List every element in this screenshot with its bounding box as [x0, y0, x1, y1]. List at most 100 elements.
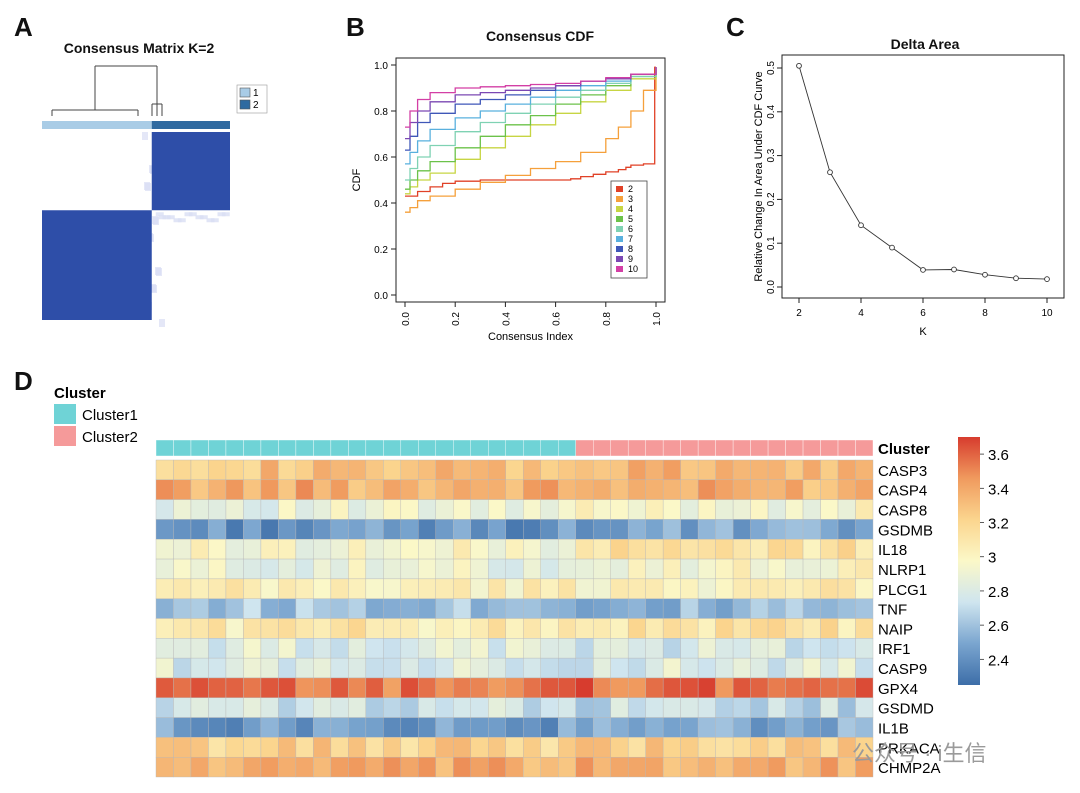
heatmap-cell: [348, 618, 367, 639]
heatmap-cell: [837, 717, 856, 738]
heatmap-cell: [155, 618, 174, 639]
heatmap-cell: [837, 638, 856, 659]
annotation-cell: [330, 439, 349, 457]
heatmap-cell: [208, 499, 227, 520]
heatmap-cell: [260, 737, 279, 758]
heatmap-cell: [645, 618, 664, 639]
heatmap-cell: [662, 697, 681, 718]
matrix-noise: [150, 284, 156, 292]
heatmap-cell: [820, 578, 839, 599]
heatmap-cell: [802, 558, 821, 580]
row-label-casp9: CASP9: [878, 661, 927, 678]
heatmap-cell: [697, 519, 716, 540]
heatmap-cell: [313, 657, 332, 679]
heatmap-cell: [802, 657, 821, 679]
heatmap-cell: [767, 598, 786, 619]
heatmap-cell: [680, 638, 699, 659]
heatmap-cell: [592, 459, 611, 481]
heatmap-cell: [592, 638, 611, 659]
heatmap-cell: [523, 657, 541, 679]
heatmap-cell: [627, 459, 646, 481]
heatmap-cell: [767, 638, 786, 659]
heatmap-cell: [662, 638, 681, 659]
heatmap-cell: [558, 519, 576, 540]
heatmap-cell: [295, 638, 314, 659]
consensus-cdf-chart: 0.0 0.2 0.4 0.6 0.8 1.0 0.0 0.2 0.4 0.6 0.8 1.0 Cons…: [351, 57, 666, 343]
heatmap-cell: [540, 717, 559, 738]
heatmap-cell: [330, 519, 349, 540]
heatmap-cell: [592, 618, 611, 639]
heatmap-cell: [855, 459, 874, 481]
heatmap-cell: [855, 499, 874, 520]
heatmap-cell: [365, 697, 384, 718]
row-label-il18: IL18: [878, 542, 907, 559]
heatmap-cell: [190, 598, 209, 619]
heatmap-cell: [610, 578, 629, 599]
heatmap-cell: [750, 638, 769, 659]
heatmap-cell: [155, 578, 174, 599]
heatmap-cell: [208, 697, 227, 718]
annotation-cell: [575, 439, 594, 457]
heatmap-cell: [330, 539, 349, 560]
heatmap-cell: [855, 479, 874, 500]
legend-swatch-k4: [616, 206, 623, 212]
heatmap-cell: [697, 657, 716, 679]
heatmap-cell: [470, 598, 489, 619]
heatmap-cell: [645, 598, 664, 619]
heatmap-cell: [313, 737, 332, 758]
heatmap-cell: [365, 756, 384, 778]
heatmap-cell: [260, 479, 279, 500]
heatmap-cell: [470, 539, 489, 560]
row-label-casp4: CASP4: [878, 483, 927, 500]
heatmap-cell: [435, 558, 454, 580]
heatmap-cell: [785, 737, 804, 758]
heatmap-cell: [610, 756, 629, 778]
heatmap-cell: [400, 598, 419, 619]
annotation-cell: [365, 439, 384, 457]
heatmap-cell: [365, 578, 384, 599]
heatmap-cell: [697, 558, 716, 580]
delta-area-title: Delta Area: [890, 36, 960, 52]
x-tick-label: 0.8: [602, 312, 613, 326]
y-axis-label: CDF: [351, 168, 363, 191]
heatmap-cell: [680, 657, 699, 679]
heatmap-cell: [610, 717, 629, 738]
legend-label-k6: 6: [628, 224, 633, 234]
annotation-cell: [715, 439, 734, 457]
heatmap-cell: [295, 519, 314, 540]
heatmap-cell: [732, 717, 751, 738]
annotation-cell: [785, 439, 804, 457]
heatmap-cell: [680, 717, 699, 738]
heatmap-cell: [330, 558, 349, 580]
annotation-cell: [435, 439, 454, 457]
annotation-cell: [418, 439, 437, 457]
heatmap-cell: [627, 578, 646, 599]
heatmap-cell: [505, 657, 524, 679]
annotation-label-Cluster2: Cluster2: [82, 429, 138, 446]
heatmap-cell: [627, 618, 646, 639]
heatmap-cell: [383, 618, 402, 639]
heatmap-cell: [592, 737, 611, 758]
heatmap-cell: [662, 499, 681, 520]
annotation-cell: [767, 439, 786, 457]
delta-point-k2: [796, 62, 802, 69]
delta-point-k4: [858, 222, 864, 229]
heatmap-cell: [575, 638, 594, 659]
heatmap-cell: [645, 737, 664, 758]
x-tick-label: 0.2: [451, 312, 462, 326]
heatmap-cell: [173, 638, 192, 659]
heatmap-cell: [855, 539, 874, 560]
heatmap-cell: [190, 737, 209, 758]
heatmap-cell: [558, 638, 576, 659]
heatmap-cell: [732, 539, 751, 560]
heatmap-cell: [190, 717, 209, 738]
heatmap-cell: [837, 499, 856, 520]
heatmap-cell: [225, 697, 244, 718]
legend-label-k4: 4: [628, 204, 633, 214]
row-label-casp8: CASP8: [878, 503, 927, 520]
heatmap-cell: [855, 657, 874, 679]
heatmap-cell: [225, 598, 244, 619]
heatmap-cell: [365, 539, 384, 560]
heatmap-cell: [767, 519, 786, 540]
heatmap-cell: [645, 677, 664, 698]
